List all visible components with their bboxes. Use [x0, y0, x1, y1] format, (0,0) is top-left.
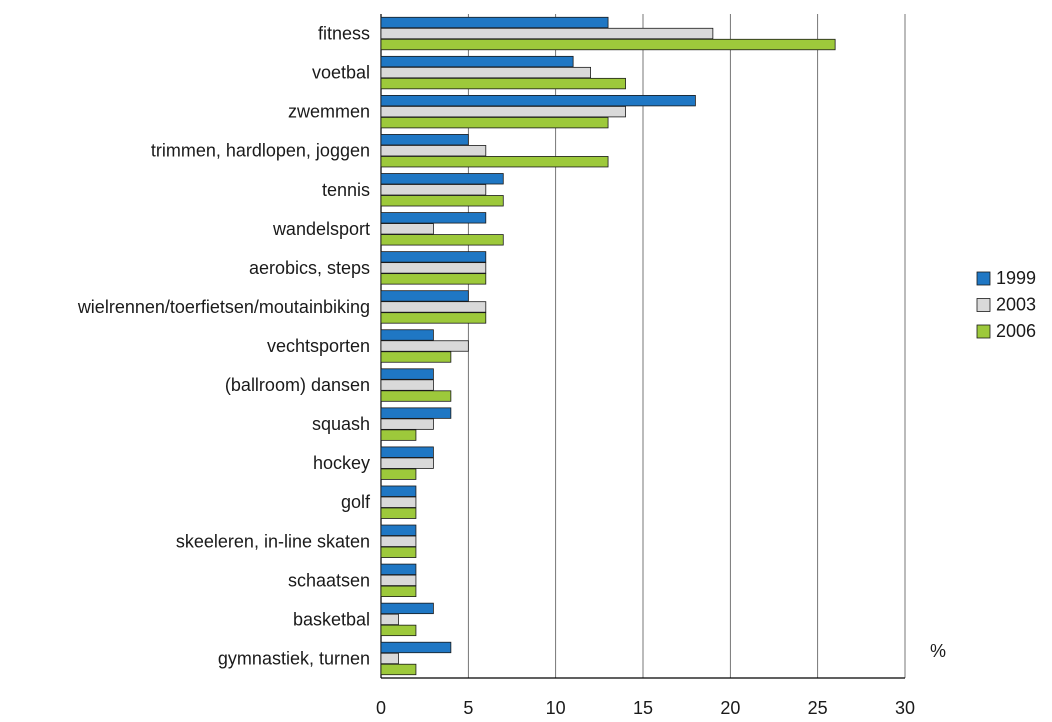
bar-2006-15 — [380, 624, 417, 637]
bar-1999-2 — [380, 94, 696, 107]
category-label: tennis — [322, 180, 370, 200]
category-label: basketbal — [293, 609, 370, 629]
bar-2003-9 — [380, 379, 434, 391]
bar-1999-7 — [380, 290, 469, 302]
bars-layer — [380, 16, 836, 676]
bar-2006-3 — [380, 156, 609, 168]
bar-2003-13 — [380, 535, 417, 547]
category-label: golf — [341, 492, 371, 512]
category-label: trimmen, hardlopen, joggen — [151, 141, 370, 161]
bar-2003-0 — [380, 27, 714, 40]
legend: 1999 2003 2006 — [976, 268, 1036, 341]
bar-2003-11 — [380, 457, 434, 469]
bar-1999-10 — [380, 407, 452, 419]
bar-2003-2 — [380, 105, 626, 118]
bar-1999-11 — [380, 446, 434, 458]
bar-2006-5 — [380, 234, 504, 246]
legend-label-2006: 2006 — [996, 321, 1036, 341]
x-tick-label: 30 — [895, 698, 915, 718]
bar-2006-0 — [380, 38, 836, 51]
legend-swatch-2003 — [976, 298, 991, 312]
bar-2006-11 — [380, 468, 417, 480]
bar-1999-13 — [380, 524, 417, 536]
bar-1999-8 — [380, 329, 434, 341]
category-label: aerobics, steps — [249, 258, 370, 278]
legend-swatch-2006 — [976, 324, 991, 339]
x-tick-label: 5 — [463, 698, 473, 718]
category-labels: fitness voetbal zwemmen trimmen, hardlopen,… — [77, 24, 371, 669]
bar-2006-7 — [380, 312, 487, 324]
bar-2006-16 — [380, 663, 417, 676]
bar-1999-1 — [380, 55, 574, 68]
bar-2003-5 — [380, 223, 434, 235]
bar-2003-1 — [380, 66, 592, 79]
bar-2003-8 — [380, 340, 469, 352]
x-tick-label: 0 — [376, 698, 386, 718]
category-label: wandelsport — [272, 219, 370, 239]
legend-label-2003: 2003 — [996, 295, 1036, 315]
bar-2006-10 — [380, 429, 417, 441]
bar-2003-15 — [380, 613, 399, 626]
category-label: voetbal — [312, 63, 370, 83]
bar-2003-3 — [380, 145, 487, 157]
bar-2003-10 — [380, 418, 434, 430]
category-label: fitness — [318, 24, 370, 44]
bar-1999-6 — [380, 251, 487, 263]
category-label: hockey — [313, 453, 370, 473]
bar-2003-14 — [380, 574, 417, 587]
bar-1999-15 — [380, 602, 434, 615]
bar-2006-4 — [380, 195, 504, 207]
legend-label-1999: 1999 — [996, 268, 1036, 288]
bar-2006-2 — [380, 116, 609, 129]
x-tick-label: 20 — [720, 698, 740, 718]
bar-2006-6 — [380, 273, 487, 285]
bar-1999-3 — [380, 134, 469, 146]
category-label: zwemmen — [288, 102, 370, 122]
x-tick-label: 25 — [808, 698, 828, 718]
bar-2003-7 — [380, 301, 487, 313]
category-label: schaatsen — [288, 570, 370, 590]
category-label: skeeleren, in-line skaten — [176, 531, 370, 551]
x-tick-label: 15 — [633, 698, 653, 718]
legend-swatch-1999 — [976, 271, 991, 286]
x-axis-ticks: 0 5 10 15 20 25 30 — [376, 698, 915, 718]
category-label: wielrennen/toerfietsen/moutainbiking — [77, 297, 370, 317]
category-label: (ballroom) dansen — [225, 375, 370, 395]
bar-1999-9 — [380, 368, 434, 380]
bar-2003-6 — [380, 262, 487, 274]
bar-1999-14 — [380, 563, 417, 576]
bar-2006-14 — [380, 585, 417, 598]
bar-2006-8 — [380, 351, 452, 363]
bar-2006-12 — [380, 507, 417, 519]
x-tick-label: 10 — [546, 698, 566, 718]
bar-1999-4 — [380, 173, 504, 185]
category-label: vechtsporten — [267, 336, 370, 356]
category-label: squash — [312, 414, 370, 434]
category-label: gymnastiek, turnen — [218, 648, 370, 668]
bar-1999-12 — [380, 485, 417, 497]
bar-1999-16 — [380, 641, 452, 654]
bar-1999-0 — [380, 16, 609, 29]
bar-2006-9 — [380, 390, 452, 402]
bar-2006-1 — [380, 77, 626, 90]
bar-1999-5 — [380, 212, 487, 224]
bar-2003-12 — [380, 496, 417, 508]
bar-2003-4 — [380, 184, 487, 196]
unit-label: % — [930, 641, 946, 661]
bar-2003-16 — [380, 652, 399, 665]
bar-2006-13 — [380, 546, 417, 558]
